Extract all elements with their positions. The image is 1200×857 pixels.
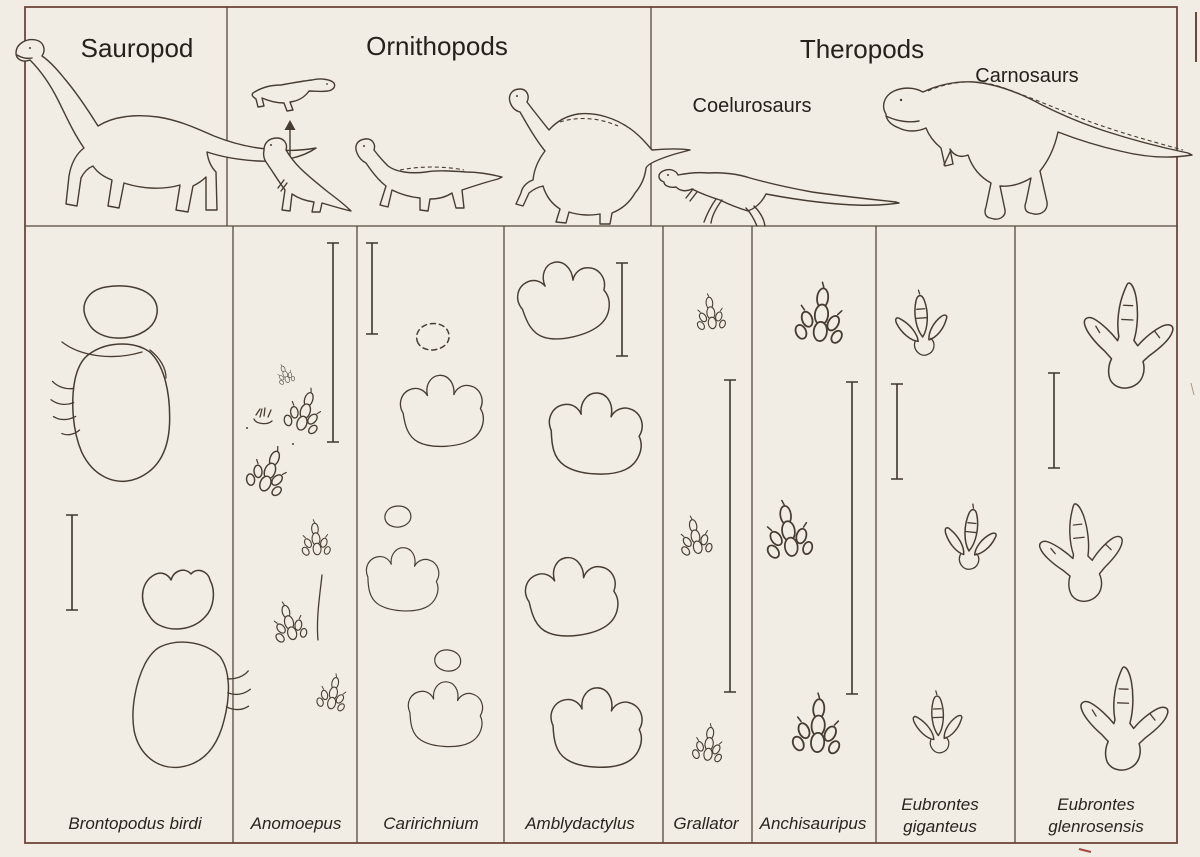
sauropod-pes-print bbox=[47, 337, 181, 488]
tridactyl-print bbox=[279, 382, 331, 438]
scratch-arcs bbox=[61, 341, 167, 379]
tridactyl-print bbox=[788, 690, 846, 757]
sauropod-pes-print bbox=[126, 636, 253, 774]
scale-bar bbox=[66, 514, 78, 611]
tridactyl-print bbox=[266, 596, 311, 646]
group-label-theropods: Theropods bbox=[800, 34, 924, 64]
tridactyl-print bbox=[937, 500, 1003, 573]
dot-mark bbox=[292, 443, 294, 445]
manus-print-dashed bbox=[415, 322, 450, 351]
column-label-anchisauripus: Anchisauripus bbox=[759, 814, 867, 833]
tridactyl-print bbox=[298, 517, 333, 558]
tridactyl-print bbox=[908, 689, 967, 755]
manus-scribble bbox=[253, 407, 273, 425]
group-label-ornithopods: Ornithopods bbox=[366, 31, 508, 61]
column-anchisauripus-tracks bbox=[758, 278, 858, 757]
tail-drag-mark bbox=[316, 574, 323, 641]
pes-print bbox=[406, 679, 485, 749]
scale-bar bbox=[1048, 372, 1060, 469]
tridactyl-print bbox=[692, 291, 728, 333]
ornithopod-medium-illustration bbox=[355, 138, 503, 212]
column-eubrontes-giganteus-tracks bbox=[889, 287, 1003, 755]
scan-artifact-mark bbox=[1078, 848, 1092, 853]
column-label-eubrontes-glenrosensis-line2: glenrosensis bbox=[1048, 817, 1144, 836]
tridactyl-print bbox=[674, 512, 715, 559]
tridactyl-print bbox=[791, 278, 851, 347]
scale-bar bbox=[616, 262, 628, 357]
scale-bar bbox=[891, 383, 903, 480]
scan-scratch bbox=[1190, 382, 1195, 396]
pes-print bbox=[363, 545, 441, 614]
column-label-amblydactylus: Amblydactylus bbox=[524, 814, 635, 833]
pes-print bbox=[397, 371, 486, 450]
ornithopod-large-illustration bbox=[508, 88, 691, 225]
pes-print bbox=[510, 251, 617, 349]
column-grallator-tracks bbox=[674, 291, 736, 765]
sauropod-manus-print bbox=[141, 569, 215, 630]
scale-bar bbox=[327, 242, 339, 443]
column-label-brontopodus: Brontopodus birdi bbox=[68, 814, 202, 833]
pes-print bbox=[546, 389, 645, 478]
sauropod-illustration bbox=[15, 38, 317, 213]
column-label-anomoepus: Anomoepus bbox=[250, 814, 342, 833]
subgroup-label-carnosaurs: Carnosaurs bbox=[975, 65, 1078, 87]
column-label-caririchnium: Caririchnium bbox=[383, 814, 478, 833]
carnosaur-illustration bbox=[882, 81, 1193, 220]
tridactyl-print bbox=[1078, 664, 1171, 773]
manus-print bbox=[431, 646, 464, 675]
tridactyl-print bbox=[241, 438, 299, 500]
tridactyl-print bbox=[889, 287, 953, 359]
subgroup-label-coelurosaurs: Coelurosaurs bbox=[693, 95, 812, 117]
pes-print bbox=[548, 685, 644, 770]
tridactyl-print bbox=[313, 670, 353, 714]
column-eubrontes-glenrosensis-tracks bbox=[1034, 280, 1176, 773]
column-anomoepus-tracks bbox=[241, 242, 353, 714]
manus-print bbox=[384, 505, 412, 528]
tridactyl-print bbox=[689, 720, 728, 765]
column-label-eubrontes-giganteus-line1: Eubrontes bbox=[901, 795, 979, 814]
dot-mark bbox=[246, 427, 248, 429]
scale-bar bbox=[846, 381, 858, 695]
column-caririchnium-tracks bbox=[363, 242, 486, 749]
sauropod-manus-print bbox=[83, 285, 158, 339]
ornithopod-juvenile-illustration bbox=[251, 78, 336, 112]
column-amblydactylus-tracks bbox=[510, 251, 645, 770]
column-brontopodus-tracks bbox=[47, 285, 253, 774]
tridactyl-print bbox=[1034, 498, 1129, 607]
diagram-frame bbox=[24, 6, 1197, 853]
ornithopod-small-illustration bbox=[262, 137, 352, 213]
tridactyl-print bbox=[1080, 280, 1176, 392]
group-label-sauropod: Sauropod bbox=[81, 33, 194, 63]
pes-print bbox=[520, 550, 623, 643]
scale-bar bbox=[724, 379, 736, 693]
tiny-print bbox=[272, 361, 297, 387]
scale-bar bbox=[366, 242, 378, 335]
coelurosaur-illustration bbox=[658, 168, 900, 227]
column-label-eubrontes-giganteus-line2: giganteus bbox=[903, 817, 977, 836]
tridactyl-print bbox=[758, 496, 817, 563]
column-label-eubrontes-glenrosensis-line1: Eubrontes bbox=[1057, 795, 1135, 814]
column-label-grallator: Grallator bbox=[673, 814, 740, 833]
outer-border bbox=[24, 6, 1178, 844]
